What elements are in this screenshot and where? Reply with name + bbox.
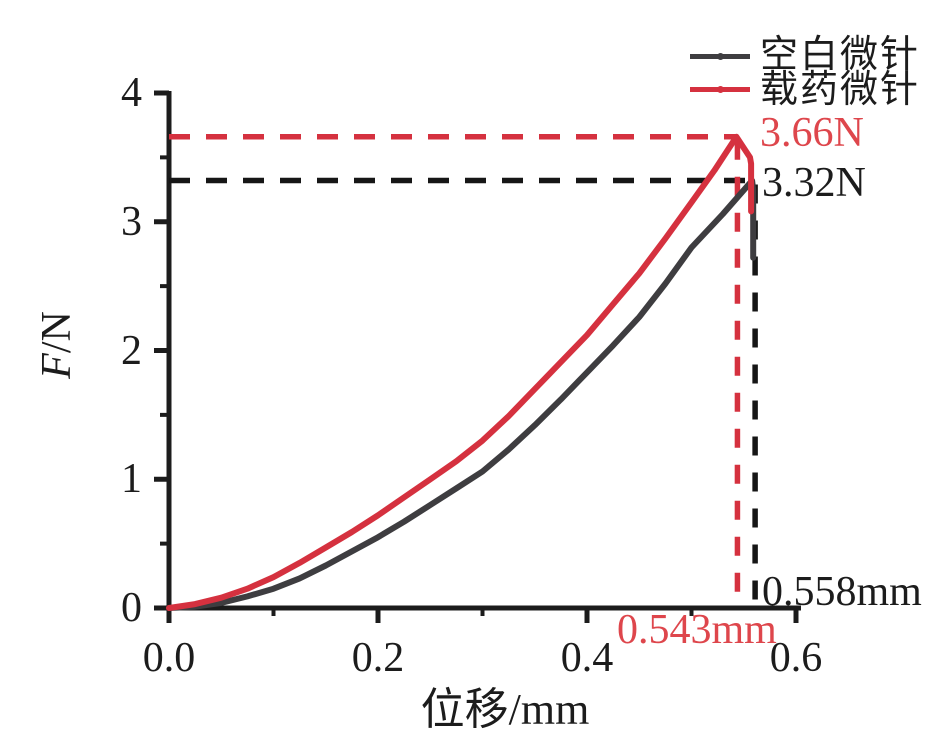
legend-marker-blank: [717, 53, 724, 60]
legend-line-loaded: [690, 86, 750, 93]
annotation-blank-peak-displacement: 0.558mm: [762, 569, 922, 615]
y-tick-label-0: 0: [121, 585, 142, 631]
legend-line-blank: [690, 53, 750, 60]
legend-marker-loaded: [717, 86, 724, 93]
y-axis-unit: /N: [34, 311, 80, 354]
y-axis-symbol: F: [34, 353, 80, 379]
legend-label-blank: 空白微针: [760, 34, 921, 76]
annotation-loaded-peak-displacement: 0.543mm: [617, 607, 777, 653]
y-tick-label-4: 4: [121, 70, 142, 116]
x-tick-label-0.4: 0.4: [560, 635, 614, 681]
x-tick-label-0.2: 0.2: [351, 635, 405, 681]
y-tick-label-1: 1: [121, 456, 142, 502]
x-axis-title: 位移/mm: [420, 685, 590, 734]
y-axis-title: F/N: [32, 284, 82, 406]
y-tick-label-3: 3: [121, 199, 142, 245]
y-tick-label-2: 2: [121, 328, 142, 374]
legend-label-loaded: 载药微针: [760, 69, 921, 111]
x-tick-label-0.0: 0.0: [142, 635, 196, 681]
x-tick-label-0.6: 0.6: [769, 635, 823, 681]
curve-blank-microneedle: [166, 177, 757, 611]
annotation-blank-peak-force: 3.32N: [762, 160, 866, 206]
annotation-loaded-peak-force: 3.66N: [760, 110, 864, 156]
curve-loaded-microneedle: [166, 133, 755, 611]
